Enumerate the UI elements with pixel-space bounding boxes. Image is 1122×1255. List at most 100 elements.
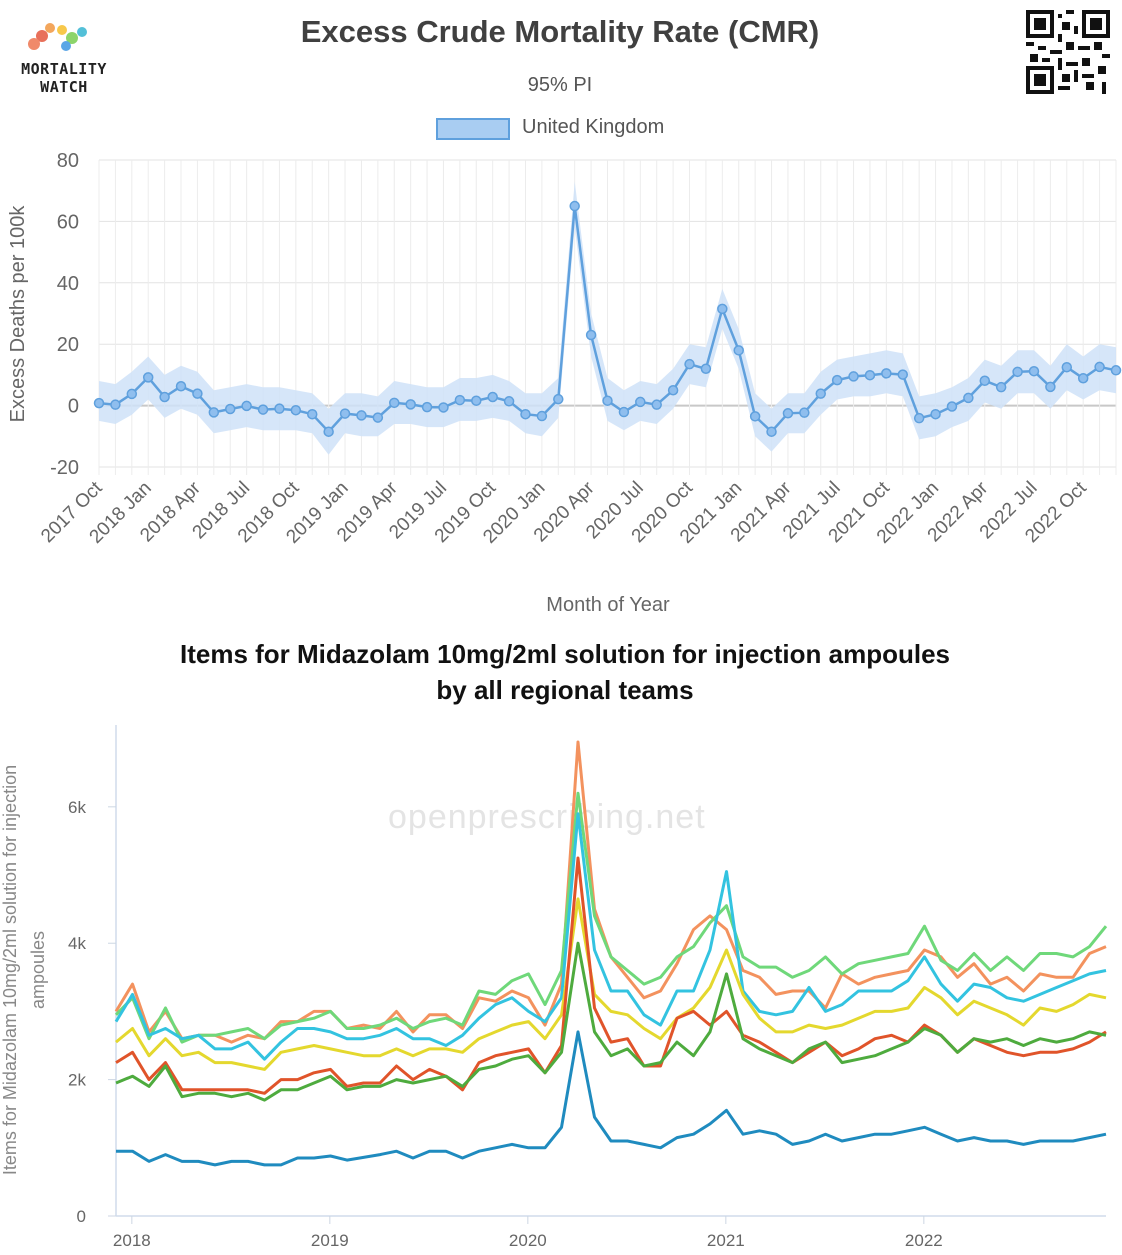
data-point [192, 388, 203, 399]
series-line-1 [114, 740, 1107, 1044]
y-axis-label-line1: Items for Midazolam 10mg/2ml solution fo… [0, 765, 20, 1175]
data-point [618, 406, 630, 418]
data-point [1110, 365, 1122, 376]
data-point [831, 374, 843, 386]
data-point [93, 397, 105, 409]
data-point [569, 200, 580, 212]
chart1-subtitle: 95% PI [527, 74, 593, 96]
data-point [684, 358, 695, 370]
data-point [503, 396, 515, 407]
y-axis-label: Excess Deaths per 100k [7, 205, 29, 423]
data-point [766, 426, 777, 437]
data-point [405, 399, 416, 410]
data-point [749, 411, 761, 422]
data-point [323, 426, 334, 437]
data-point [536, 410, 548, 422]
y-tick-label: 0 [68, 396, 79, 418]
data-point [389, 397, 400, 409]
series-line-6 [115, 941, 1107, 1102]
y-tick-label: 80 [57, 150, 79, 172]
legend-label-united-kingdom[interactable]: United Kingdom [522, 116, 665, 138]
y-tick-label: 0 [77, 1207, 86, 1226]
logo-mark-icon [28, 23, 87, 51]
data-point [1077, 373, 1089, 384]
data-point [1028, 365, 1040, 377]
data-point [208, 407, 220, 418]
y-tick-label: 2k [68, 1071, 86, 1090]
data-point [1012, 366, 1023, 378]
chart1-title: Excess Crude Mortality Rate (CMR) [300, 14, 820, 49]
chart2-title-line2: by all regional teams [436, 675, 694, 705]
watermark: openprescribing.net [388, 798, 706, 836]
data-point [1061, 361, 1073, 373]
x-tick-label: 2021 [707, 1231, 745, 1250]
y-tick-label: 4k [68, 934, 86, 953]
series-line-4 [115, 897, 1107, 1071]
data-point [339, 408, 351, 419]
data-point [372, 412, 384, 423]
x-tick-label: 2018 [113, 1231, 151, 1250]
qr-code-icon [1026, 10, 1110, 94]
data-point [963, 392, 974, 404]
y-tick-label: -20 [50, 457, 79, 479]
x-tick-label: 2022 [905, 1231, 943, 1250]
data-point [717, 303, 728, 315]
data-point [815, 388, 826, 399]
data-point [585, 329, 597, 341]
data-point [454, 394, 466, 406]
y-tick-label: 20 [57, 334, 79, 356]
prediction-interval-band [99, 181, 1116, 455]
x-axis-label: Month of Year [546, 594, 670, 616]
data-point [175, 381, 187, 392]
data-point [733, 345, 744, 356]
data-point [930, 408, 941, 420]
data-point [421, 401, 433, 413]
data-point [306, 408, 318, 420]
data-point [602, 395, 613, 406]
data-point [864, 369, 876, 381]
data-point [110, 399, 121, 410]
logo-text-line2: WATCH [40, 78, 88, 96]
data-point [651, 399, 662, 410]
data-point [1045, 381, 1056, 393]
data-point [257, 404, 269, 415]
data-point [667, 385, 679, 396]
data-point [142, 372, 154, 383]
chart2-title-line1: Items for Midazolam 10mg/2ml solution fo… [179, 639, 950, 669]
y-tick-label: 6k [68, 798, 86, 817]
data-point [126, 388, 138, 400]
series-line-3 [114, 812, 1107, 1061]
data-point [159, 391, 170, 403]
data-point [897, 369, 909, 380]
data-point [782, 408, 794, 419]
data-point [356, 410, 367, 421]
series-line-7 [116, 1030, 1107, 1167]
data-point [848, 371, 859, 382]
data-point [995, 381, 1007, 393]
data-point [241, 400, 252, 412]
mortality-watch-logo: MORTALITY WATCH [4, 10, 120, 100]
y-axis-label-line2: ampoules [28, 931, 48, 1009]
data-point [224, 403, 236, 415]
data-point [913, 412, 925, 424]
data-point [520, 408, 531, 420]
data-point [438, 402, 449, 413]
x-tick-label: 2020 [509, 1231, 547, 1250]
y-tick-label: 60 [57, 211, 79, 233]
data-point [700, 363, 712, 375]
data-point [553, 393, 564, 405]
data-point [290, 404, 302, 416]
data-point [979, 375, 991, 386]
legend-swatch[interactable] [436, 118, 510, 140]
data-point [799, 407, 810, 418]
data-point [635, 396, 646, 408]
data-point [946, 401, 958, 412]
y-tick-label: 40 [57, 273, 79, 295]
data-point [274, 403, 285, 414]
data-point [881, 368, 892, 379]
data-point [471, 395, 482, 406]
series-line-2 [114, 791, 1108, 1044]
data-point [1094, 361, 1105, 373]
